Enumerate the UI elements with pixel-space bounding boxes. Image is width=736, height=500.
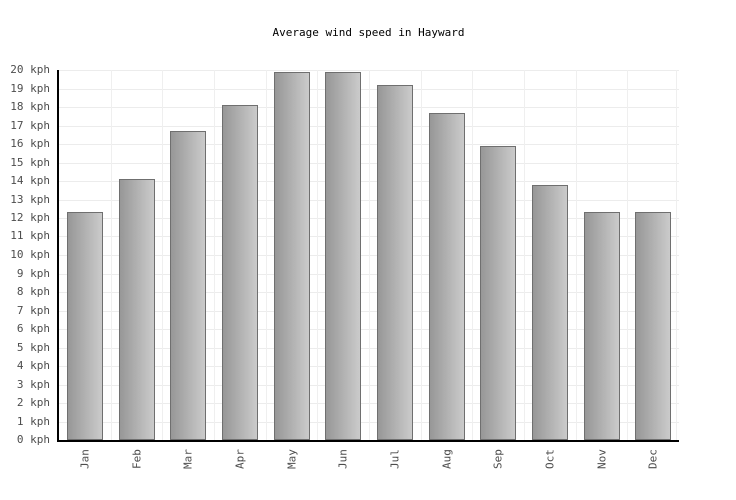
y-tick-label-20-kph: 20 kph	[10, 63, 50, 76]
y-tick-label-10-kph: 10 kph	[10, 248, 50, 261]
v-gridline-1	[111, 70, 112, 440]
bar-aug	[429, 113, 465, 440]
v-gridline-6	[369, 70, 370, 440]
x-tick-label-apr: Apr	[233, 449, 247, 469]
bar-apr	[222, 105, 258, 440]
bar-oct	[532, 185, 568, 440]
x-tick-label-oct: Oct	[543, 449, 557, 469]
x-tick-label-jul: Jul	[388, 449, 402, 469]
v-gridline-4	[266, 70, 267, 440]
chart-title: Average wind speed in Hayward	[272, 26, 465, 39]
bar-dec	[635, 212, 671, 440]
y-tick-label-3-kph: 3 kph	[16, 378, 50, 391]
plot-area	[57, 70, 679, 442]
x-tick-label-jan: Jan	[78, 449, 92, 469]
x-tick-label-jun: Jun	[336, 449, 350, 469]
y-tick-label-11-kph: 11 kph	[10, 229, 50, 242]
x-tick-label-may: May	[285, 449, 299, 469]
y-tick-label-13-kph: 13 kph	[10, 193, 50, 206]
y-tick-label-17-kph: 17 kph	[10, 119, 50, 132]
x-tick-label-nov: Nov	[595, 449, 609, 469]
y-tick-label-12-kph: 12 kph	[10, 211, 50, 224]
v-gridline-2	[162, 70, 163, 440]
bar-feb	[119, 179, 155, 440]
y-tick-label-0-kph: 0 kph	[16, 433, 50, 446]
y-tick-label-2-kph: 2 kph	[16, 396, 50, 409]
v-gridline-10	[576, 70, 577, 440]
v-gridline-7	[421, 70, 422, 440]
bar-jun	[325, 72, 361, 440]
y-tick-label-18-kph: 18 kph	[10, 100, 50, 113]
bar-jan	[67, 212, 103, 440]
y-tick-label-19-kph: 19 kph	[10, 82, 50, 95]
bar-mar	[170, 131, 206, 440]
y-tick-label-6-kph: 6 kph	[16, 322, 50, 335]
x-tick-label-dec: Dec	[646, 449, 660, 469]
y-tick-label-7-kph: 7 kph	[16, 304, 50, 317]
x-tick-label-sep: Sep	[491, 449, 505, 469]
bar-jul	[377, 85, 413, 440]
y-tick-label-15-kph: 15 kph	[10, 156, 50, 169]
v-gridline-12	[676, 70, 677, 440]
bar-may	[274, 72, 310, 440]
y-tick-label-14-kph: 14 kph	[10, 174, 50, 187]
y-tick-label-1-kph: 1 kph	[16, 415, 50, 428]
bar-nov	[584, 212, 620, 440]
v-gridline-5	[317, 70, 318, 440]
y-tick-label-4-kph: 4 kph	[16, 359, 50, 372]
v-gridline-9	[524, 70, 525, 440]
y-tick-label-16-kph: 16 kph	[10, 137, 50, 150]
bar-sep	[480, 146, 516, 440]
y-tick-label-8-kph: 8 kph	[16, 285, 50, 298]
y-tick-label-9-kph: 9 kph	[16, 267, 50, 280]
v-gridline-8	[472, 70, 473, 440]
y-tick-label-5-kph: 5 kph	[16, 341, 50, 354]
v-gridline-3	[214, 70, 215, 440]
x-tick-label-mar: Mar	[181, 449, 195, 469]
x-tick-label-aug: Aug	[440, 449, 454, 469]
x-tick-label-feb: Feb	[130, 449, 144, 469]
v-gridline-11	[627, 70, 628, 440]
